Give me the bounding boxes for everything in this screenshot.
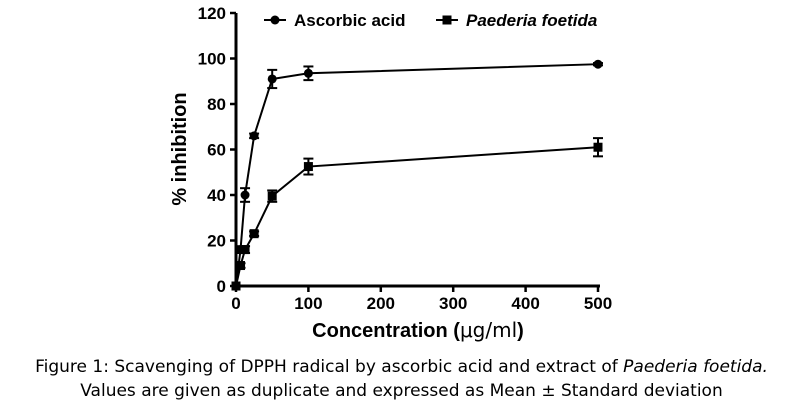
legend: Ascorbic acid Paederia foetida [264,11,597,30]
legend-label-paederia: Paederia foetida [466,11,597,30]
data-point-paederia [267,191,277,201]
legend-marker-ascorbic [270,15,280,25]
data-point-paederia [303,162,313,172]
data-point-ascorbic [303,68,313,78]
dpph-scavenging-chart: 0 20 40 60 80 100 120 0 100 200 300 400 500 Ascorbic… [169,4,612,342]
caption-prefix: Figure 1: Scavenging of DPPH radical by … [35,357,624,377]
x-tick-label-200: 200 [367,294,395,313]
x-axis-title: Concentration (μg/ml) [312,318,524,342]
data-point-ascorbic [267,74,277,84]
x-tick-label-500: 500 [584,294,612,313]
x-tick-label-400: 400 [511,294,539,313]
x-tick-label-0: 0 [231,294,240,313]
data-point-ascorbic [593,59,603,69]
y-tick-label-20: 20 [207,232,226,251]
caption-species: Paederia foetida. [623,357,768,377]
y-tick-label-40: 40 [207,186,226,205]
x-axis-title-close: ) [517,320,524,342]
figure-caption-line-2: Values are given as duplicate and expres… [80,381,723,401]
data-point-paederia [593,142,603,152]
axes [234,13,600,288]
series-ascorbic [231,59,603,291]
y-tick-label-0: 0 [217,277,226,296]
series-line-paederia [235,146,599,287]
legend-label-ascorbic: Ascorbic acid [294,11,406,30]
data-point-paederia [249,229,259,239]
x-tick-label-100: 100 [294,294,322,313]
data-point-paederia [240,245,250,255]
legend-marker-paederia [442,15,452,25]
series-line-ascorbic [235,63,599,287]
figure-caption-line-1: Figure 1: Scavenging of DPPH radical by … [0,357,803,377]
data-point-ascorbic [249,131,259,141]
y-tick-label-60: 60 [207,141,226,160]
data-point-ascorbic [240,190,250,200]
data-point-paederia [236,261,246,271]
x-axis-title-unit: μg/ml [460,318,517,342]
data-point-paederia [231,281,241,291]
series-paederia [231,137,603,291]
x-axis-title-text: Concentration ( [312,320,460,342]
y-axis-title: % inhibition [169,92,191,205]
y-tick-label-100: 100 [198,50,226,69]
x-tick-label-300: 300 [439,294,467,313]
y-tick-label-80: 80 [207,95,226,114]
y-tick-label-120: 120 [198,4,226,23]
